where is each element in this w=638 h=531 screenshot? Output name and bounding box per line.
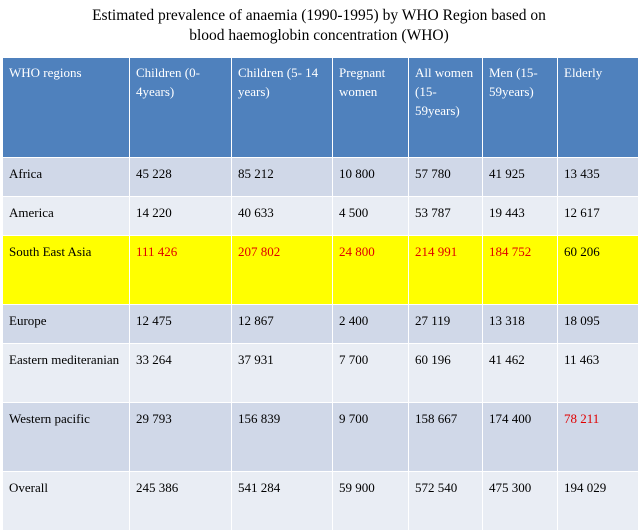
region-cell: Eastern mediteranian (3, 344, 130, 403)
value-cell: 41 462 (483, 344, 558, 403)
value-cell: 9 700 (333, 403, 409, 472)
value-cell: 85 212 (232, 158, 333, 197)
region-cell: America (3, 197, 130, 236)
value-cell: 156 839 (232, 403, 333, 472)
header-children-5-14: Children (5- 14 years) (232, 58, 333, 158)
region-cell: Africa (3, 158, 130, 197)
value-cell: 18 095 (558, 305, 638, 344)
highlighted-value-cell: 111 426 (130, 236, 232, 305)
anaemia-prevalence-table: WHO regions Children (0-4years) Children… (2, 57, 638, 531)
value-cell: 475 300 (483, 472, 558, 531)
value-cell: 12 617 (558, 197, 638, 236)
value-cell: 174 400 (483, 403, 558, 472)
table-row-europe: Europe 12 475 12 867 2 400 27 119 13 318… (3, 305, 638, 344)
highlighted-value-cell: 207 802 (232, 236, 333, 305)
table-row-eastern-mediteranian: Eastern mediteranian 33 264 37 931 7 700… (3, 344, 638, 403)
value-cell: 12 867 (232, 305, 333, 344)
highlighted-value-cell: 184 752 (483, 236, 558, 305)
table-row-western-pacific: Western pacific 29 793 156 839 9 700 158… (3, 403, 638, 472)
header-pregnant-women: Pregnant women (333, 58, 409, 158)
value-cell: 57 780 (409, 158, 483, 197)
value-cell: 60 196 (409, 344, 483, 403)
value-cell: 13 435 (558, 158, 638, 197)
value-cell: 19 443 (483, 197, 558, 236)
table-row-overall: Overall 245 386 541 284 59 900 572 540 4… (3, 472, 638, 531)
value-cell: 11 463 (558, 344, 638, 403)
value-cell: 572 540 (409, 472, 483, 531)
value-cell: 53 787 (409, 197, 483, 236)
header-all-women: All women (15-59years) (409, 58, 483, 158)
value-cell: 194 029 (558, 472, 638, 531)
value-cell: 541 284 (232, 472, 333, 531)
table-row-south-east-asia: South East Asia 111 426 207 802 24 800 2… (3, 236, 638, 305)
page-title: Estimated prevalence of anaemia (1990-19… (0, 6, 638, 46)
value-cell: 27 119 (409, 305, 483, 344)
title-line-1: Estimated prevalence of anaemia (1990-19… (0, 6, 638, 26)
header-who-regions: WHO regions (3, 58, 130, 158)
value-cell: 40 633 (232, 197, 333, 236)
region-cell: Western pacific (3, 403, 130, 472)
value-cell: 59 900 (333, 472, 409, 531)
header-children-0-4: Children (0-4years) (130, 58, 232, 158)
value-cell: 7 700 (333, 344, 409, 403)
region-cell: Overall (3, 472, 130, 531)
value-cell: 37 931 (232, 344, 333, 403)
region-cell: South East Asia (3, 236, 130, 305)
value-cell: 10 800 (333, 158, 409, 197)
header-men: Men (15-59years) (483, 58, 558, 158)
title-line-2: blood haemoglobin concentration (WHO) (0, 26, 638, 46)
value-cell: 33 264 (130, 344, 232, 403)
value-cell: 29 793 (130, 403, 232, 472)
value-cell: 2 400 (333, 305, 409, 344)
highlighted-value-cell: 214 991 (409, 236, 483, 305)
header-elderly: Elderly (558, 58, 638, 158)
value-cell: 41 925 (483, 158, 558, 197)
value-cell: 14 220 (130, 197, 232, 236)
table-row-africa: Africa 45 228 85 212 10 800 57 780 41 92… (3, 158, 638, 197)
value-cell: 60 206 (558, 236, 638, 305)
highlighted-value-cell: 78 211 (558, 403, 638, 472)
value-cell: 45 228 (130, 158, 232, 197)
value-cell: 158 667 (409, 403, 483, 472)
region-cell: Europe (3, 305, 130, 344)
value-cell: 245 386 (130, 472, 232, 531)
highlighted-value-cell: 24 800 (333, 236, 409, 305)
table-header-row: WHO regions Children (0-4years) Children… (3, 58, 638, 158)
value-cell: 12 475 (130, 305, 232, 344)
value-cell: 4 500 (333, 197, 409, 236)
table-row-america: America 14 220 40 633 4 500 53 787 19 44… (3, 197, 638, 236)
value-cell: 13 318 (483, 305, 558, 344)
